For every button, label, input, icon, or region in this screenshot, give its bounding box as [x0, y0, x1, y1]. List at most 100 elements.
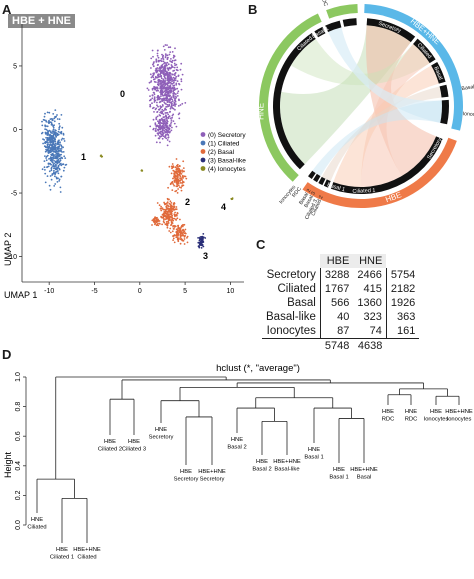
umap-point [161, 124, 164, 127]
umap-point [176, 175, 179, 177]
table-row-label: Basal [287, 297, 316, 309]
umap-point [198, 243, 201, 246]
umap-point [162, 71, 165, 74]
umap-point [170, 58, 172, 60]
umap-point [176, 233, 178, 236]
dendrogram-leaf-label: HBE+HNE [73, 547, 101, 553]
dendrogram-leaf-label: Secretory [149, 435, 174, 441]
umap-point [163, 49, 166, 51]
umap-point [55, 131, 57, 134]
umap-point [201, 243, 204, 246]
table-cell: 3288 [319, 268, 354, 282]
umap-point [165, 54, 167, 57]
legend-entry: (4) Ionocytes [208, 166, 246, 173]
umap-point [156, 111, 159, 113]
umap-point [163, 88, 165, 90]
table-row-label: Ionocytes [266, 325, 316, 337]
umap-point [55, 129, 57, 132]
umap-point [163, 201, 166, 204]
umap-point [155, 58, 158, 61]
umap-point [174, 98, 176, 100]
umap-point [179, 236, 182, 239]
umap-point [51, 161, 54, 164]
umap-point [157, 89, 160, 92]
umap-x-tick-label: -10 [44, 288, 54, 295]
umap-point [179, 104, 182, 106]
inner-segment [366, 18, 416, 43]
umap-point [52, 124, 55, 127]
inner-segment [330, 136, 443, 195]
umap-point [62, 151, 65, 153]
umap-point [177, 188, 180, 190]
umap-point [157, 129, 160, 132]
outer-label-hbehne: HBE+HNE [409, 16, 442, 46]
chord-label-ionocytes: Ionocytes [462, 111, 474, 119]
umap-point [45, 119, 47, 122]
umap-point [173, 86, 176, 89]
umap-point [177, 232, 179, 234]
umap-point [54, 157, 57, 160]
umap-point [166, 86, 169, 88]
umap-point [158, 114, 161, 116]
umap-point [167, 117, 169, 119]
umap-point [65, 163, 68, 166]
umap-point [50, 121, 52, 124]
umap-point [158, 96, 160, 99]
umap-point [157, 120, 159, 123]
umap-point [166, 103, 169, 106]
umap-point [58, 126, 61, 129]
umap-point [50, 118, 53, 120]
umap-point [161, 216, 164, 219]
umap-point [159, 82, 162, 85]
umap-point [173, 184, 176, 187]
umap-point [168, 115, 171, 118]
umap-point [174, 93, 177, 95]
umap-point [51, 137, 53, 140]
dendrogram-leaf-label: Basal [357, 475, 372, 481]
umap-point [164, 214, 167, 217]
umap-point [155, 67, 158, 70]
umap-point [52, 158, 55, 160]
inner-segment [273, 33, 316, 170]
umap-point [46, 132, 49, 134]
umap-point [173, 69, 176, 72]
umap-point [154, 123, 157, 126]
umap-point [46, 166, 48, 169]
dendrogram-leaf-label: HBE+HNE [273, 459, 301, 465]
umap-point [155, 116, 158, 119]
umap-point [172, 56, 175, 59]
umap-point [171, 230, 174, 233]
umap-point [59, 159, 62, 162]
umap-point [161, 53, 163, 56]
umap-point [173, 180, 176, 182]
umap-point [179, 238, 182, 241]
outer-hne-rdc [326, 4, 358, 19]
umap-point [159, 71, 162, 74]
umap-point [199, 241, 202, 244]
table-total-hbe: 5748 [324, 340, 350, 352]
umap-point [176, 183, 179, 186]
umap-point [173, 77, 176, 80]
umap-point [165, 208, 168, 211]
umap-point [154, 217, 157, 220]
umap-point [168, 219, 171, 222]
umap-point [100, 155, 103, 158]
umap-point [179, 218, 181, 221]
umap-point [179, 230, 182, 233]
umap-legend: (0) Secretory (1) Ciliated(2) Basal (3) Ba… [200, 132, 246, 173]
umap-point [164, 86, 167, 89]
panel-label-b: B [248, 2, 258, 17]
umap-point [181, 224, 183, 227]
umap-point [57, 158, 60, 161]
dendrogram-y-tick-label: 0.4 [15, 461, 22, 471]
table-cell: 5754 [385, 268, 420, 282]
outer-hne [259, 13, 322, 182]
umap-point [48, 170, 51, 173]
umap-point [162, 214, 165, 217]
umap-point [166, 76, 169, 78]
umap-point [173, 84, 176, 87]
table-cell: 1926 [385, 296, 420, 310]
umap-point [49, 188, 52, 191]
umap-point [170, 129, 173, 132]
dendrogram-leaf-label: Basal 1 [329, 475, 348, 481]
